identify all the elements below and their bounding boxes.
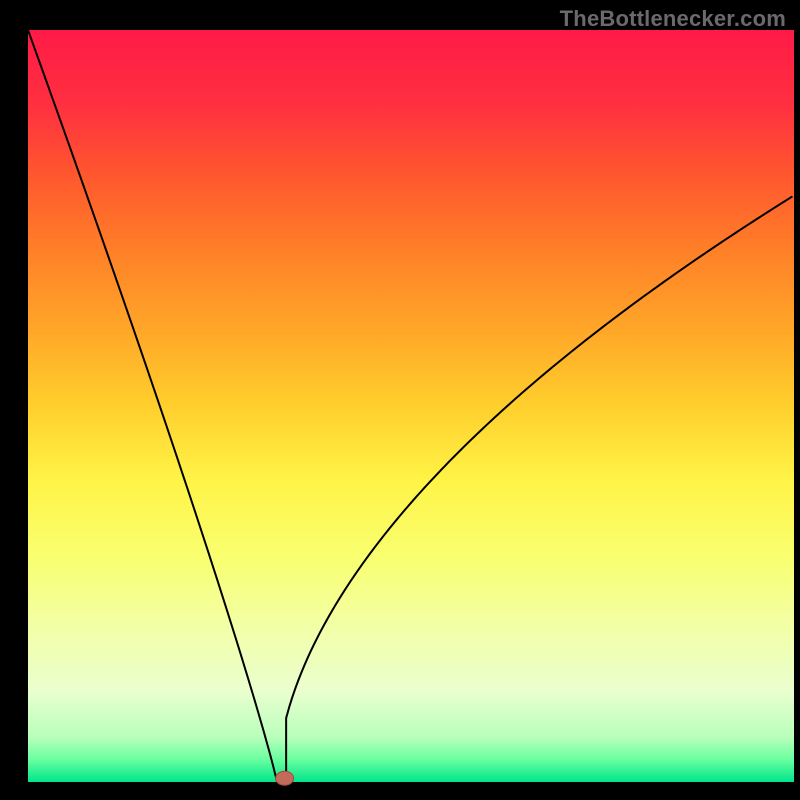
bottleneck-chart: [0, 0, 800, 800]
optimal-point-marker: [276, 771, 294, 785]
gradient-background: [28, 30, 794, 782]
chart-container: TheBottlenecker.com: [0, 0, 800, 800]
watermark-text: TheBottlenecker.com: [560, 6, 786, 32]
